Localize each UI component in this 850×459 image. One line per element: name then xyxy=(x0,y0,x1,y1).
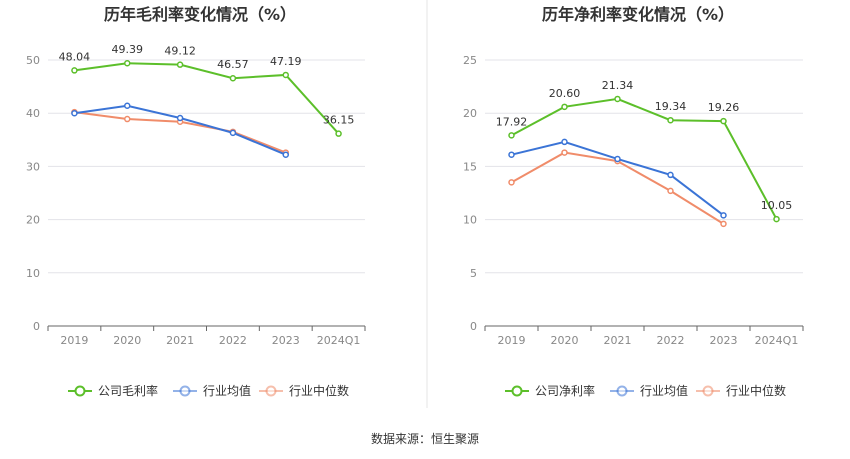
x-tick-label: 2020 xyxy=(551,334,579,347)
data-label: 49.39 xyxy=(112,43,144,56)
data-point xyxy=(124,59,131,67)
data-point xyxy=(71,109,78,117)
data-point xyxy=(124,115,131,123)
chart-title: 历年净利率变化情况（%） xyxy=(542,5,734,24)
y-tick-label: 20 xyxy=(463,107,477,120)
data-point xyxy=(720,212,727,219)
data-label: 46.57 xyxy=(217,58,249,71)
y-tick-label: 30 xyxy=(26,160,40,173)
data-label: 20.60 xyxy=(549,87,581,100)
data-point xyxy=(667,187,674,195)
y-tick-label: 20 xyxy=(26,214,40,227)
data-point xyxy=(508,179,515,186)
x-tick-label: 2021 xyxy=(166,334,194,347)
y-tick-label: 10 xyxy=(26,267,40,280)
x-tick-label: 2022 xyxy=(657,334,685,347)
x-tick-label: 2024Q1 xyxy=(317,334,361,347)
legend-label: 行业均值 xyxy=(203,383,251,398)
legend-label: 行业中位数 xyxy=(289,383,349,398)
data-label: 48.04 xyxy=(59,50,91,63)
y-tick-label: 50 xyxy=(26,54,40,67)
data-label: 36.15 xyxy=(323,114,355,127)
data-point xyxy=(773,215,780,223)
x-tick-label: 2024Q1 xyxy=(755,334,799,347)
y-tick-label: 0 xyxy=(33,320,40,333)
y-tick-label: 25 xyxy=(463,54,477,67)
data-point xyxy=(282,151,289,158)
data-point xyxy=(176,61,184,68)
legend-label: 公司毛利率 xyxy=(98,383,158,398)
data-point xyxy=(229,129,237,137)
series-line xyxy=(511,97,778,220)
x-tick-label: 2021 xyxy=(604,334,632,347)
legend-swatch-marker xyxy=(702,385,714,397)
legend-label: 行业中位数 xyxy=(726,383,786,398)
x-tick-label: 2019 xyxy=(60,334,88,347)
data-label: 19.34 xyxy=(655,100,687,113)
legend-label: 行业均值 xyxy=(640,383,688,398)
data-point xyxy=(720,220,727,228)
y-tick-label: 10 xyxy=(463,214,477,227)
x-tick-label: 2023 xyxy=(272,334,300,347)
data-point xyxy=(71,67,78,74)
legend-label: 公司净利率 xyxy=(535,383,595,398)
source-text: 数据来源：恒生聚源 xyxy=(371,431,479,446)
legend-swatch-marker xyxy=(179,385,191,397)
data-label: 10.05 xyxy=(761,199,793,212)
y-tick-label: 15 xyxy=(463,160,477,173)
data-label: 19.26 xyxy=(708,101,740,114)
data-point xyxy=(508,151,515,158)
data-point xyxy=(614,155,621,163)
legend-swatch-marker xyxy=(265,385,277,397)
legend-swatch-marker xyxy=(511,385,523,397)
x-tick-label: 2023 xyxy=(710,334,738,347)
data-point xyxy=(561,103,568,111)
chart-title: 历年毛利率变化情况（%） xyxy=(104,5,296,24)
data-label: 17.92 xyxy=(496,115,528,128)
data-label: 49.12 xyxy=(164,45,196,58)
y-tick-label: 5 xyxy=(470,267,477,280)
data-point xyxy=(124,102,131,110)
data-point xyxy=(229,74,237,82)
data-point xyxy=(282,71,289,79)
data-point xyxy=(667,116,674,124)
x-tick-label: 2022 xyxy=(219,334,247,347)
gross-margin-chart: 历年毛利率变化情况（%） 0 10 20 30 40 50 2019 2020 2021 2022 2… xyxy=(26,5,366,398)
data-point xyxy=(335,130,342,137)
data-point xyxy=(667,171,674,179)
data-point xyxy=(508,132,515,139)
data-point xyxy=(561,149,568,156)
data-point xyxy=(561,138,568,146)
data-point xyxy=(614,95,621,103)
data-label: 21.34 xyxy=(602,79,634,92)
legend-swatch-marker xyxy=(616,385,628,397)
legend-swatch-marker xyxy=(74,385,86,397)
data-point xyxy=(720,117,727,125)
data-point xyxy=(176,114,184,122)
x-tick-label: 2019 xyxy=(498,334,526,347)
x-tick-label: 2020 xyxy=(113,334,141,347)
series-line xyxy=(74,62,340,135)
y-tick-label: 0 xyxy=(470,320,477,333)
data-label: 47.19 xyxy=(270,55,302,68)
net-margin-chart: 历年净利率变化情况（%） 0 5 10 15 20 25 2019 2020 2021 2022 20… xyxy=(463,5,804,398)
y-tick-label: 40 xyxy=(26,107,40,120)
